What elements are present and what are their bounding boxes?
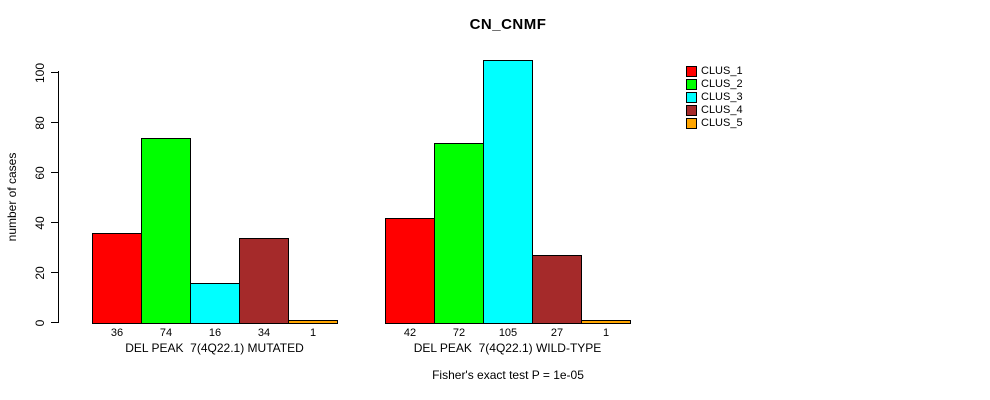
legend-swatch bbox=[686, 91, 697, 103]
y-tick-mark bbox=[51, 222, 59, 223]
group-label: DEL PEAK 7(4Q22.1) WILD-TYPE bbox=[413, 341, 602, 355]
bar-value-label: 74 bbox=[159, 327, 173, 339]
bar-value-label: 1 bbox=[309, 327, 317, 339]
legend-label: CLUS_5 bbox=[701, 117, 743, 129]
bar-clus_3 bbox=[483, 60, 533, 324]
bar-clus_1 bbox=[92, 232, 142, 324]
bar-value-label: 36 bbox=[110, 327, 124, 339]
y-tick-label: 40 bbox=[33, 215, 47, 230]
y-axis-line bbox=[58, 71, 59, 323]
y-tick-mark bbox=[51, 322, 59, 323]
y-tick-label: 0 bbox=[33, 319, 47, 326]
bar-clus_2 bbox=[434, 142, 484, 324]
bar-clus_4 bbox=[532, 255, 582, 324]
y-tick-label: 80 bbox=[33, 115, 47, 130]
legend-swatch bbox=[686, 117, 697, 129]
y-axis-label: number of cases bbox=[5, 152, 19, 242]
y-tick-mark bbox=[51, 72, 59, 73]
bar-clus_1 bbox=[385, 217, 435, 324]
legend-item-clus_2: CLUS_2 bbox=[686, 78, 743, 90]
legend-item-clus_4: CLUS_4 bbox=[686, 104, 743, 116]
legend-label: CLUS_2 bbox=[701, 78, 743, 90]
bar-value-label: 1 bbox=[602, 327, 610, 339]
legend-item-clus_1: CLUS_1 bbox=[686, 65, 743, 77]
y-tick-mark bbox=[51, 172, 59, 173]
chart-title: CN_CNMF bbox=[469, 16, 547, 33]
legend-swatch bbox=[686, 65, 697, 77]
y-tick-label: 60 bbox=[33, 165, 47, 180]
bar-clus_2 bbox=[141, 137, 191, 324]
y-tick-label: 20 bbox=[33, 265, 47, 280]
bar-value-label: 16 bbox=[208, 327, 222, 339]
bar-clus_5 bbox=[288, 320, 338, 324]
y-tick-label: 100 bbox=[33, 62, 47, 83]
bar-clus_3 bbox=[190, 282, 240, 324]
group-label: DEL PEAK 7(4Q22.1) MUTATED bbox=[125, 341, 304, 355]
bar-value-label: 72 bbox=[452, 327, 466, 339]
bar-value-label: 105 bbox=[498, 327, 518, 339]
legend-item-clus_5: CLUS_5 bbox=[686, 117, 743, 129]
bar-clus_4 bbox=[239, 237, 289, 324]
legend-label: CLUS_3 bbox=[701, 91, 743, 103]
bar-value-label: 27 bbox=[550, 327, 564, 339]
bar-clus_5 bbox=[581, 320, 631, 324]
legend-item-clus_3: CLUS_3 bbox=[686, 91, 743, 103]
legend-swatch bbox=[686, 78, 697, 90]
legend-swatch bbox=[686, 104, 697, 116]
bar-value-label: 34 bbox=[257, 327, 271, 339]
legend-label: CLUS_1 bbox=[701, 65, 743, 77]
y-tick-mark bbox=[51, 272, 59, 273]
y-tick-mark bbox=[51, 122, 59, 123]
bar-value-label: 42 bbox=[403, 327, 417, 339]
fisher-test-annotation: Fisher's exact test P = 1e-05 bbox=[432, 368, 584, 382]
legend-label: CLUS_4 bbox=[701, 104, 743, 116]
